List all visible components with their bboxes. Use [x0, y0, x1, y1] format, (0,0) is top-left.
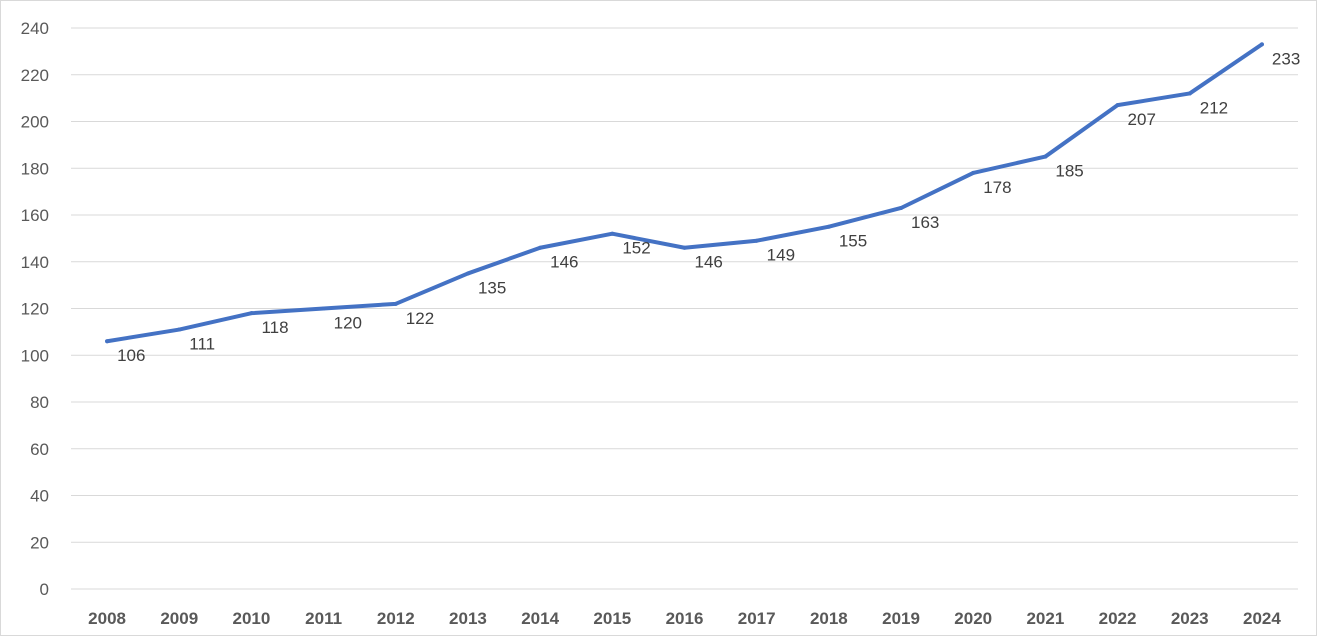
data-label: 118 — [261, 318, 288, 337]
data-label: 149 — [767, 246, 795, 265]
data-point — [538, 245, 543, 250]
data-label: 163 — [911, 213, 939, 232]
data-label: 212 — [1200, 98, 1228, 117]
x-tick-label: 2012 — [377, 609, 415, 628]
data-point — [899, 205, 904, 210]
y-tick-label: 220 — [21, 66, 49, 85]
x-tick-label: 2017 — [738, 609, 776, 628]
data-point — [682, 245, 687, 250]
y-tick-label: 20 — [30, 533, 49, 552]
x-tick-label: 2013 — [449, 609, 487, 628]
y-tick-label: 100 — [21, 346, 49, 365]
series-line-layer — [105, 42, 1264, 344]
data-point — [321, 306, 326, 311]
x-tick-label: 2024 — [1243, 609, 1281, 628]
data-point — [177, 327, 182, 332]
data-label: 135 — [478, 278, 506, 297]
data-label: 111 — [189, 335, 215, 354]
data-point — [1115, 103, 1120, 108]
x-tick-label: 2018 — [810, 609, 848, 628]
x-tick-label: 2019 — [882, 609, 920, 628]
data-label: 120 — [334, 314, 362, 333]
data-point — [105, 339, 110, 344]
data-label: 185 — [1055, 162, 1083, 181]
data-point — [249, 311, 254, 316]
data-label: 155 — [839, 232, 867, 251]
data-point — [465, 271, 470, 276]
data-point — [610, 231, 615, 236]
data-point — [1187, 91, 1192, 96]
x-tick-label: 2023 — [1171, 609, 1209, 628]
series-line — [105, 42, 1264, 344]
y-tick-label: 80 — [30, 393, 49, 412]
x-tick-label: 2022 — [1099, 609, 1137, 628]
x-tick-label: 2020 — [954, 609, 992, 628]
x-tick-label: 2009 — [160, 609, 198, 628]
y-tick-label: 160 — [21, 206, 49, 225]
y-tick-label: 140 — [21, 253, 49, 272]
y-tick-label: 120 — [21, 300, 49, 319]
data-label: 152 — [622, 239, 650, 258]
y-tick-label: 200 — [21, 113, 49, 132]
data-label: 233 — [1272, 49, 1300, 68]
y-tick-label: 0 — [40, 580, 49, 599]
data-label: 146 — [550, 253, 578, 272]
x-tick-label: 2015 — [593, 609, 631, 628]
data-label: 122 — [406, 309, 434, 328]
y-axis-tick-labels: 0 20 40 60 80 100 120 140 160 180 200 220 240 — [21, 19, 49, 599]
data-label: 178 — [983, 178, 1011, 197]
y-tick-label: 60 — [30, 440, 49, 459]
x-tick-label: 2010 — [233, 609, 271, 628]
x-tick-label: 2008 — [88, 609, 126, 628]
data-label: 207 — [1128, 110, 1156, 129]
data-point — [971, 170, 976, 175]
gridlines — [71, 27, 1298, 590]
y-tick-label: 40 — [30, 487, 49, 506]
data-point — [1043, 154, 1048, 159]
x-tick-label: 2021 — [1026, 609, 1064, 628]
x-tick-label: 2011 — [305, 609, 342, 628]
data-point — [826, 224, 831, 229]
x-axis-tick-labels: 2008 2009 2010 2011 2012 2013 2014 2015 2016 2017… — [88, 609, 1281, 628]
y-tick-label: 180 — [21, 159, 49, 178]
data-point — [754, 238, 759, 243]
data-point — [1259, 42, 1264, 47]
x-tick-label: 2014 — [521, 609, 559, 628]
y-tick-label: 240 — [21, 19, 49, 38]
data-label: 146 — [695, 253, 723, 272]
data-labels: 106 111 118 120 122 135 146 152 146 149 155 163 178 1… — [117, 49, 1300, 365]
data-label: 106 — [117, 346, 145, 365]
data-point — [393, 301, 398, 306]
x-tick-label: 2016 — [666, 609, 704, 628]
